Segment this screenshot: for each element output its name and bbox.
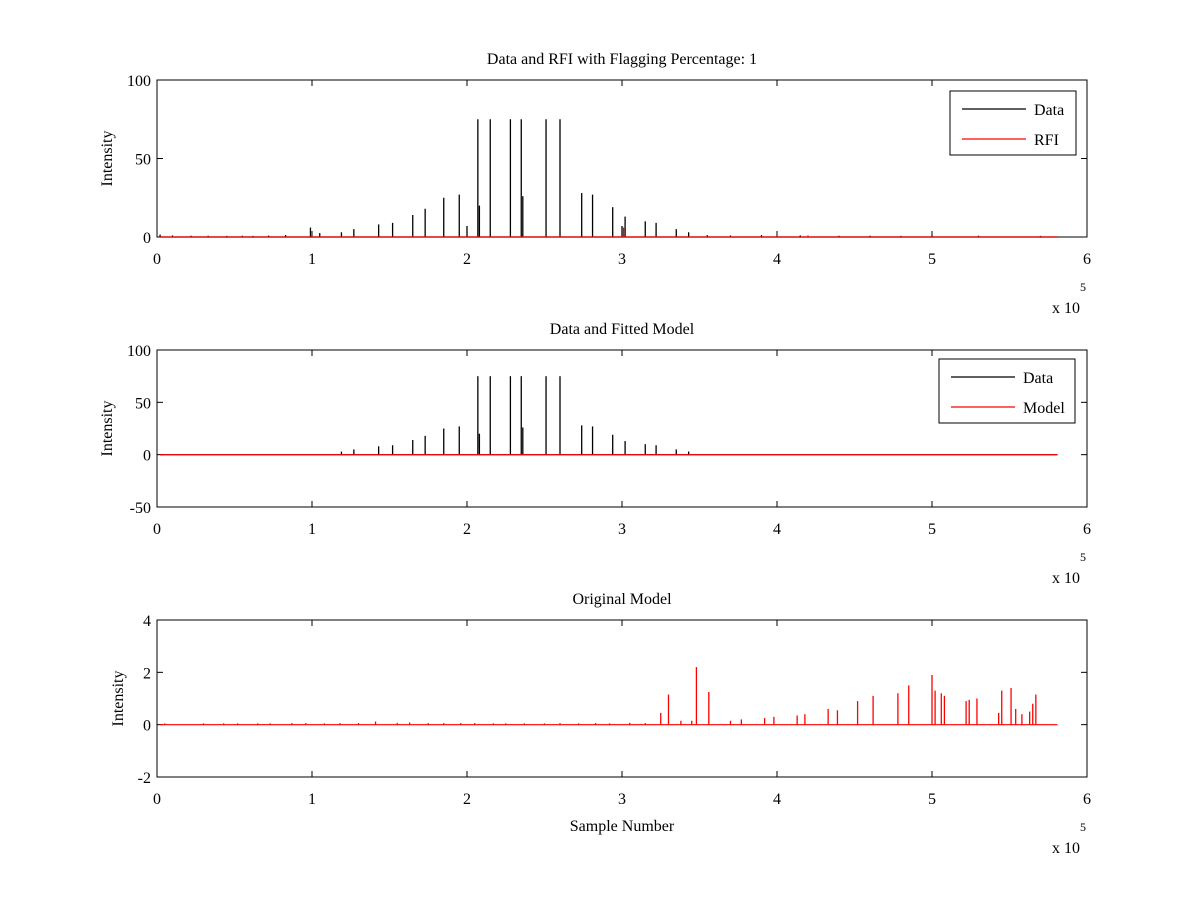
plot-title: Data and Fitted Model — [550, 321, 695, 338]
y-tick-label: 100 — [127, 343, 151, 360]
y-axis-label: Intensity — [110, 671, 127, 727]
y-tick-label: 4 — [143, 613, 151, 630]
x-exponent-base: x 10 — [1052, 570, 1080, 587]
x-tick-label: 4 — [773, 251, 781, 268]
x-tick-label: 2 — [463, 791, 471, 808]
legend-box — [938, 358, 1076, 424]
x-tick-label: 5 — [928, 521, 936, 538]
legend-label: Data — [1023, 370, 1053, 387]
legend: Data Model — [938, 358, 1076, 424]
y-axis-label: Intensity — [99, 401, 116, 457]
legend-label: RFI — [1034, 132, 1059, 149]
subplot-1: Data and RFI with Flagging Percentage: 1… — [99, 51, 1091, 317]
y-axis-label: Intensity — [99, 131, 116, 187]
subplot-2: Data and Fitted Model Intensity 0 1 2 3 4 5 6 -50… — [99, 321, 1091, 587]
x-tick-label: 6 — [1083, 521, 1091, 538]
x-tick-label: 2 — [463, 521, 471, 538]
plot-title: Original Model — [572, 591, 672, 608]
x-tick-label: 1 — [308, 521, 316, 538]
x-tick-label: 3 — [618, 251, 626, 268]
x-exponent-base: x 10 — [1052, 840, 1080, 857]
x-exponent-power: 5 — [1080, 820, 1086, 834]
x-tick-label: 4 — [773, 791, 781, 808]
x-tick-label: 1 — [308, 251, 316, 268]
x-tick-label: 0 — [153, 791, 161, 808]
y-tick-label: -2 — [138, 770, 151, 787]
legend-label: Model — [1023, 400, 1065, 417]
x-tick-label: 6 — [1083, 251, 1091, 268]
x-tick-label: 5 — [928, 791, 936, 808]
y-tick-label: 100 — [127, 73, 151, 90]
x-tick-label: 3 — [618, 791, 626, 808]
y-tick-label: 0 — [143, 718, 151, 735]
x-tick-label: 1 — [308, 791, 316, 808]
axes-box — [156, 79, 1088, 238]
x-tick-label: 5 — [928, 251, 936, 268]
x-tick-label: 3 — [618, 521, 626, 538]
x-tick-label: 0 — [153, 521, 161, 538]
axes-box — [156, 619, 1088, 778]
y-tick-label: 0 — [143, 448, 151, 465]
y-tick-label: 50 — [135, 152, 151, 169]
y-tick-label: 2 — [143, 665, 151, 682]
x-tick-label: 6 — [1083, 791, 1091, 808]
y-tick-label: -50 — [130, 500, 151, 517]
x-exponent-base: x 10 — [1052, 300, 1080, 317]
series-rfi — [160, 227, 1058, 238]
series-model — [160, 667, 1058, 726]
series-data — [159, 119, 1058, 238]
series-data — [160, 376, 1058, 456]
x-tick-label: 0 — [153, 251, 161, 268]
x-axis-label: Sample Number — [570, 818, 675, 835]
x-tick-label: 4 — [773, 521, 781, 538]
subplot-3: Original Model Intensity Sample Number 0 1 2 3… — [110, 591, 1091, 857]
x-exponent-power: 5 — [1080, 280, 1086, 294]
x-tick-label: 2 — [463, 251, 471, 268]
legend-label: Data — [1034, 102, 1064, 119]
x-exponent-power: 5 — [1080, 550, 1086, 564]
legend-box — [949, 90, 1077, 156]
y-tick-label: 0 — [143, 230, 151, 247]
plot-title: Data and RFI with Flagging Percentage: 1 — [487, 51, 757, 68]
y-tick-label: 50 — [135, 395, 151, 412]
x-exponent-label: x 105 — [1052, 550, 1086, 587]
x-exponent-label: x 105 — [1052, 280, 1086, 317]
x-exponent-label: x 105 — [1052, 820, 1086, 857]
legend: Data RFI — [949, 90, 1077, 156]
